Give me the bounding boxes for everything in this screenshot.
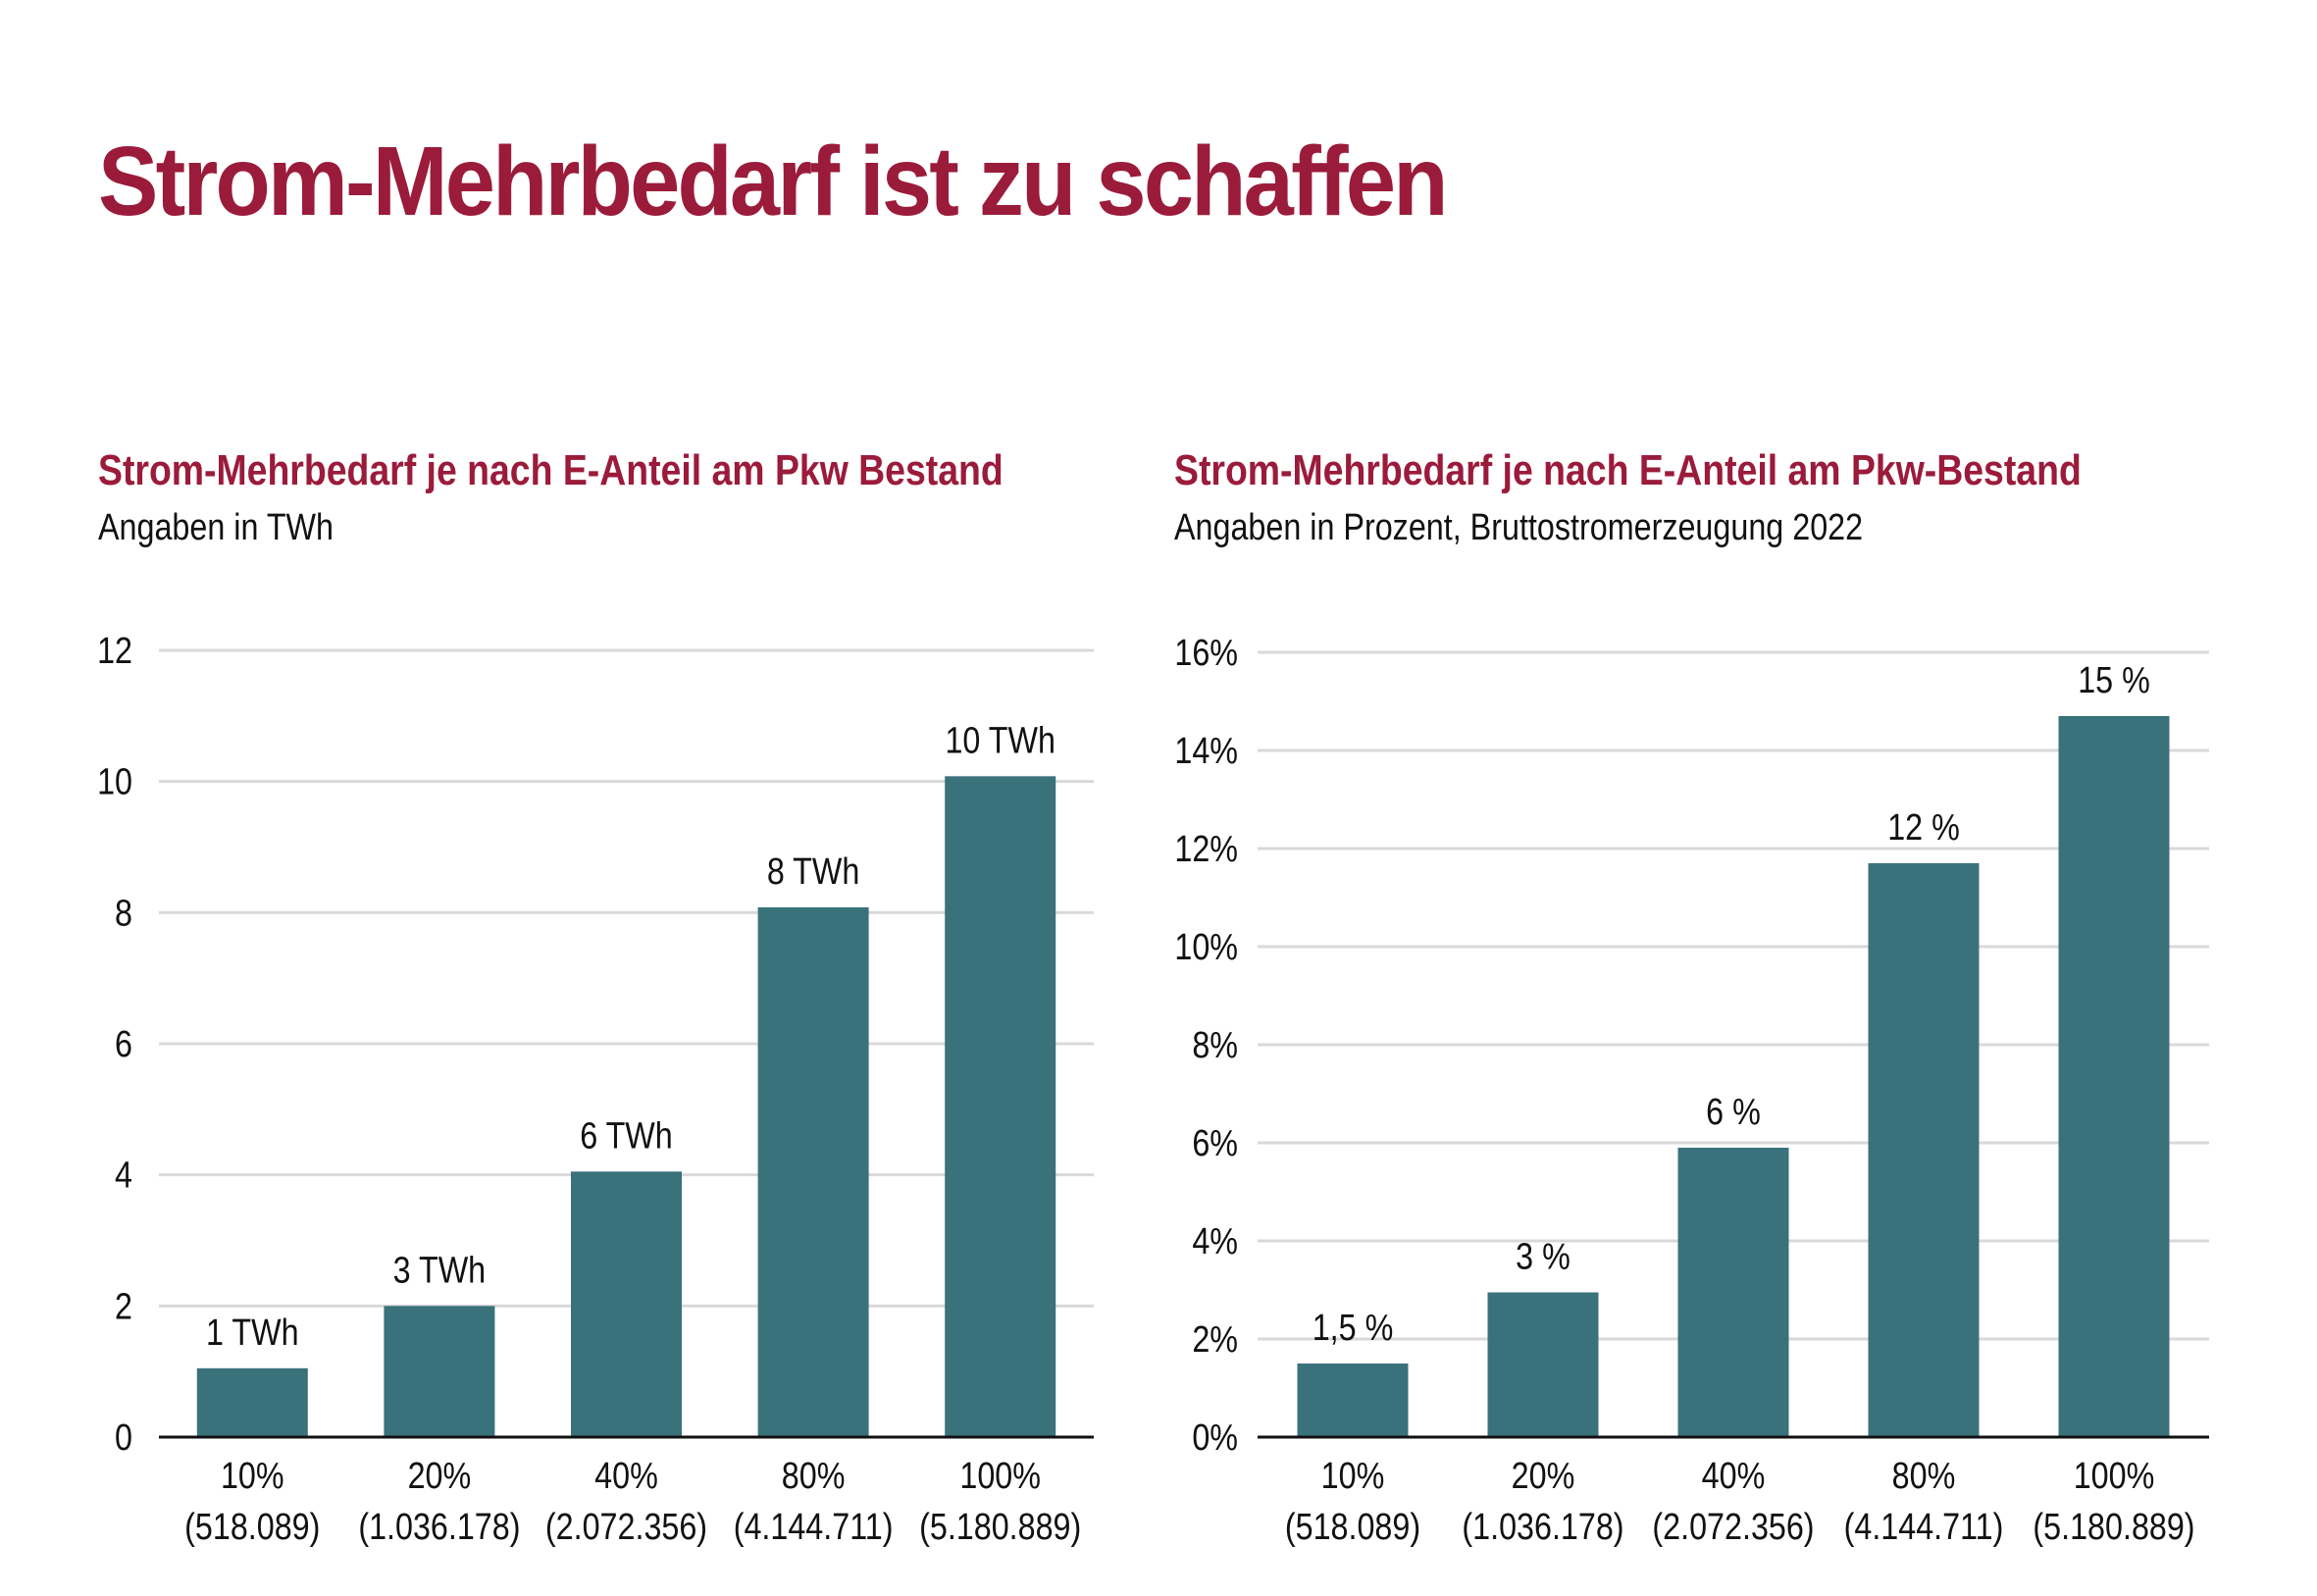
y-tick-label: 10 [97,761,132,802]
y-tick-label: 8 [115,893,132,934]
x-tick-label: 80% [1892,1456,1956,1497]
bar [571,1171,682,1437]
x-tick-label: 40% [594,1456,658,1497]
x-tick-sublabel: (1.036.178) [358,1507,520,1548]
y-tick-label: 12% [1174,829,1238,870]
y-tick-label: 14% [1174,731,1238,772]
x-tick-label: 100% [959,1456,1041,1497]
data-label: 6 % [1706,1092,1761,1133]
bar [196,1367,308,1437]
chart-percent: Strom-Mehrbedarf je nach E-Anteil am Pkw… [1174,446,2273,1574]
page-title: Strom-Mehrbedarf ist zu schaffen [98,127,1448,236]
y-tick-label: 10% [1174,927,1238,968]
data-label: 3 TWh [393,1250,486,1291]
bar [1487,1292,1599,1437]
data-label: 10 TWh [945,720,1055,761]
x-tick-label: 100% [2074,1456,2155,1497]
y-tick-label: 0 [115,1417,132,1459]
bar [757,906,869,1437]
data-label: 3 % [1516,1236,1570,1277]
data-label: 1 TWh [206,1312,298,1353]
chart-subtitle: Angaben in Prozent, Bruttostromerzeugung… [1174,507,1864,548]
bar [384,1306,495,1437]
bar [1868,863,1980,1437]
data-label: 15 % [2078,660,2150,701]
x-tick-sublabel: (518.089) [184,1507,320,1548]
x-tick-label: 80% [782,1456,846,1497]
bar [2058,716,2170,1437]
y-tick-label: 16% [1174,633,1238,674]
bar [1297,1364,1409,1437]
chart-subtitle: Angaben in TWh [98,507,335,548]
y-tick-label: 12 [97,631,132,672]
y-tick-label: 4% [1192,1221,1238,1262]
chart-twh: Strom-Mehrbedarf je nach E-Anteil am Pkw… [97,446,1118,1574]
x-tick-sublabel: (2.072.356) [1652,1507,1814,1548]
x-tick-sublabel: (4.144.711) [734,1507,894,1548]
bar-chart-twh: 0 2 4 6 8 10 12 1 TWh 10% (518.089) 3 TWh 20% (1.036… [97,631,1094,1548]
x-tick-sublabel: (518.089) [1285,1507,1420,1548]
data-label: 8 TWh [767,851,859,893]
chart-title: Strom-Mehrbedarf je nach E-Anteil am Pkw… [98,446,1004,494]
x-tick-sublabel: (1.036.178) [1462,1507,1623,1548]
chart-title: Strom-Mehrbedarf je nach E-Anteil am Pkw… [1174,446,2082,494]
y-tick-label: 2 [115,1286,132,1327]
x-tick-label: 10% [221,1456,284,1497]
x-tick-label: 10% [1321,1456,1385,1497]
x-tick-label: 20% [1512,1456,1575,1497]
bar [945,776,1056,1437]
x-tick-sublabel: (5.180.889) [2033,1507,2194,1548]
y-tick-label: 0% [1192,1417,1238,1459]
x-tick-label: 20% [408,1456,472,1497]
y-tick-label: 4 [115,1155,132,1196]
y-tick-label: 2% [1192,1319,1238,1361]
x-tick-sublabel: (2.072.356) [545,1507,707,1548]
y-tick-label: 6% [1192,1123,1238,1164]
data-label: 12 % [1887,807,1960,849]
bar [1677,1148,1789,1437]
x-tick-sublabel: (5.180.889) [919,1507,1081,1548]
bar-chart-percent: 0% 2% 4% 6% 8% 10% 12% 14% 16% 1,5 % 10% (518.089) 3… [1174,633,2209,1548]
data-label: 1,5 % [1313,1308,1394,1349]
data-label: 6 TWh [580,1115,672,1157]
y-tick-label: 6 [115,1024,132,1065]
x-tick-sublabel: (4.144.711) [1844,1507,2004,1548]
x-tick-label: 40% [1702,1456,1766,1497]
y-tick-label: 8% [1192,1025,1238,1066]
